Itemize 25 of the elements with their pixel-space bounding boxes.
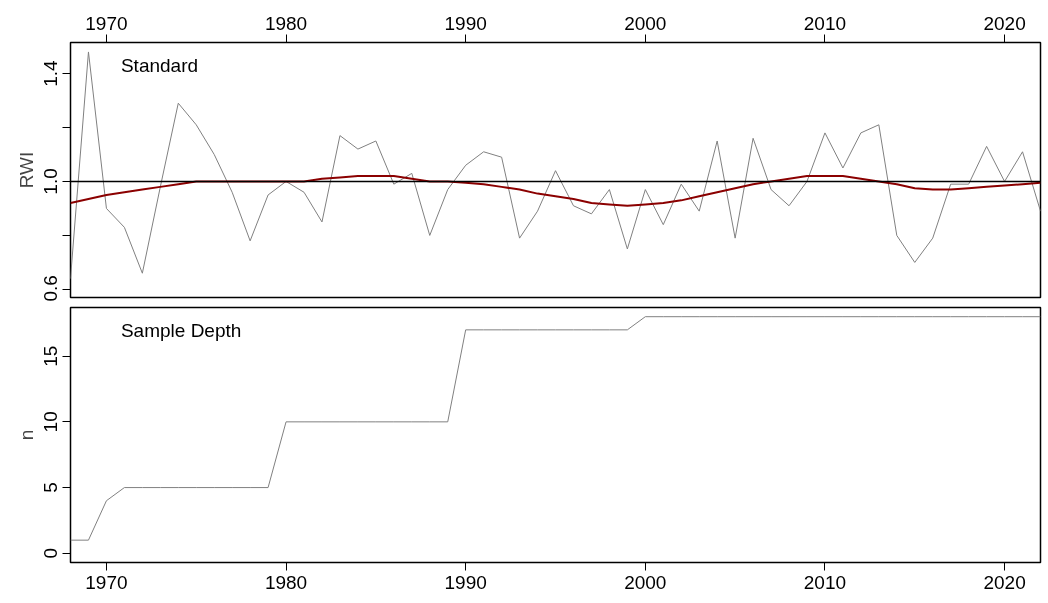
y-tick-label: 5 <box>40 482 62 493</box>
x-tick-label: 1980 <box>264 12 308 34</box>
line-series <box>70 316 1041 541</box>
y-tick-label: 15 <box>40 345 62 367</box>
y-tick-label: 0 <box>40 548 62 559</box>
x-tick-label: 2020 <box>983 571 1026 593</box>
x-tick-label: 1990 <box>444 12 487 34</box>
x-tick-label: 2010 <box>803 12 847 34</box>
annotation: Sample Depth <box>120 319 242 341</box>
y-tick-label: 1.4 <box>40 59 62 87</box>
x-tick-label: 1970 <box>85 12 128 34</box>
x-tick-label: 2010 <box>803 571 847 593</box>
x-tick-label: 2000 <box>624 571 667 593</box>
x-tick-label: 1990 <box>444 571 487 593</box>
x-tick-label: 1970 <box>85 571 128 593</box>
annotation: Standard <box>120 54 199 76</box>
y-axis-title: RWI <box>15 151 37 189</box>
y-tick-label: 1.0 <box>40 168 62 195</box>
line-series <box>70 175 1041 207</box>
x-tick-label: 2000 <box>624 12 667 34</box>
y-tick-label: 10 <box>40 411 62 433</box>
x-tick-label: 1980 <box>264 571 308 593</box>
y-axis-title: n <box>15 429 37 441</box>
x-tick-label: 2020 <box>983 12 1026 34</box>
y-tick-label: 0.6 <box>40 275 62 302</box>
